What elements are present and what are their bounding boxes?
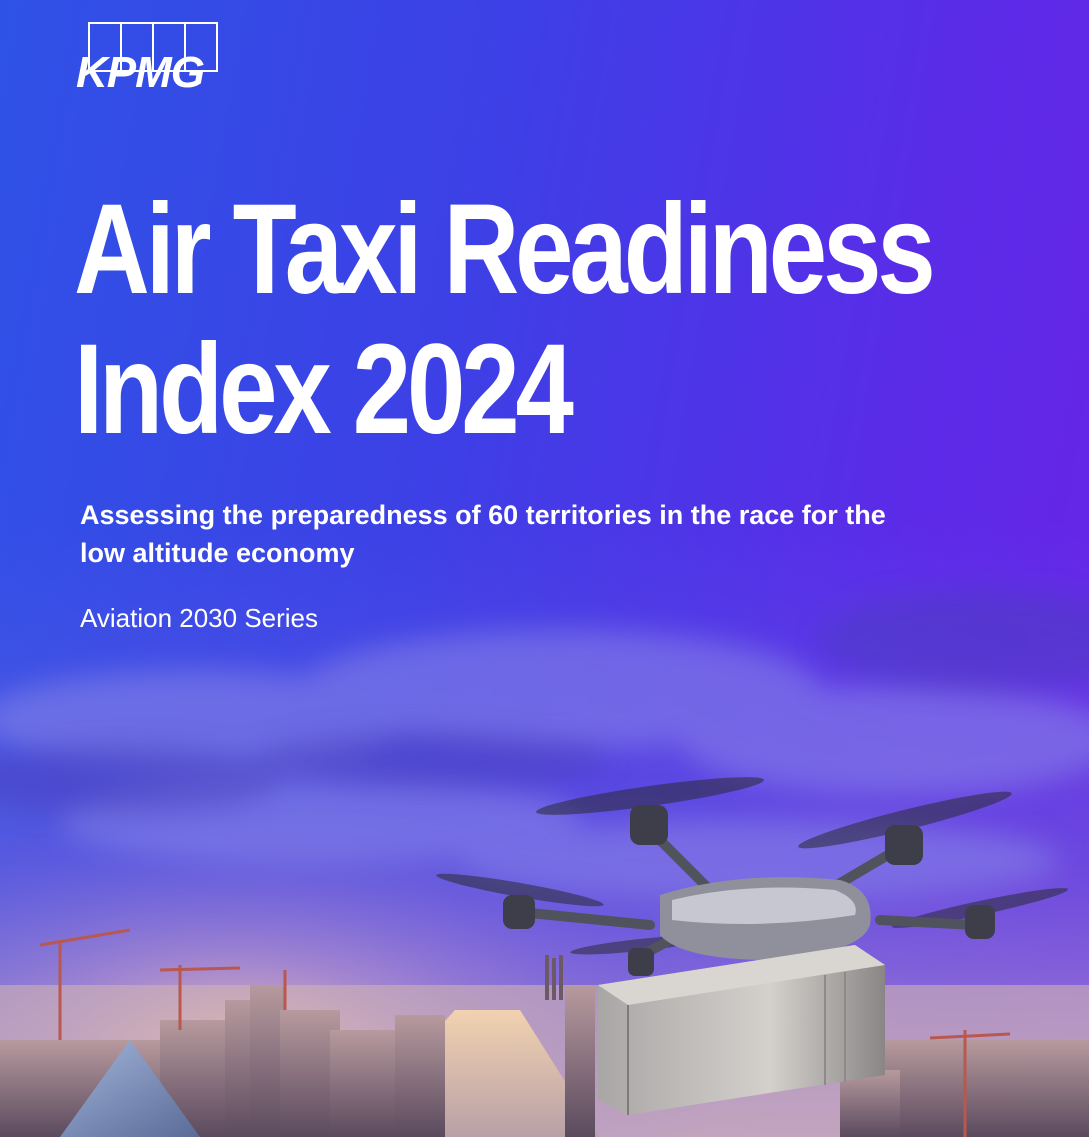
- report-title: Air Taxi Readiness Index 2024: [74, 178, 936, 461]
- title-line-2: Index 2024: [74, 318, 574, 461]
- kpmg-logo: KPMG: [76, 18, 242, 97]
- logo-text: KPMG: [76, 48, 205, 97]
- title-line-1: Air Taxi Readiness: [74, 178, 936, 321]
- logo-boxes: [88, 22, 218, 72]
- report-subtitle: Assessing the preparedness of 60 territo…: [80, 500, 886, 568]
- drone: [436, 777, 1069, 1115]
- series-label: Aviation 2030 Series: [80, 603, 319, 633]
